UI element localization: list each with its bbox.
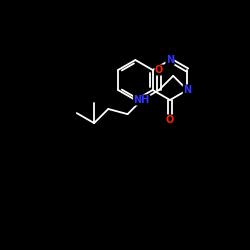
Text: N: N — [183, 85, 192, 95]
Text: N: N — [166, 55, 174, 65]
Text: O: O — [155, 65, 163, 75]
Text: NH: NH — [134, 95, 150, 105]
Text: O: O — [166, 115, 174, 125]
